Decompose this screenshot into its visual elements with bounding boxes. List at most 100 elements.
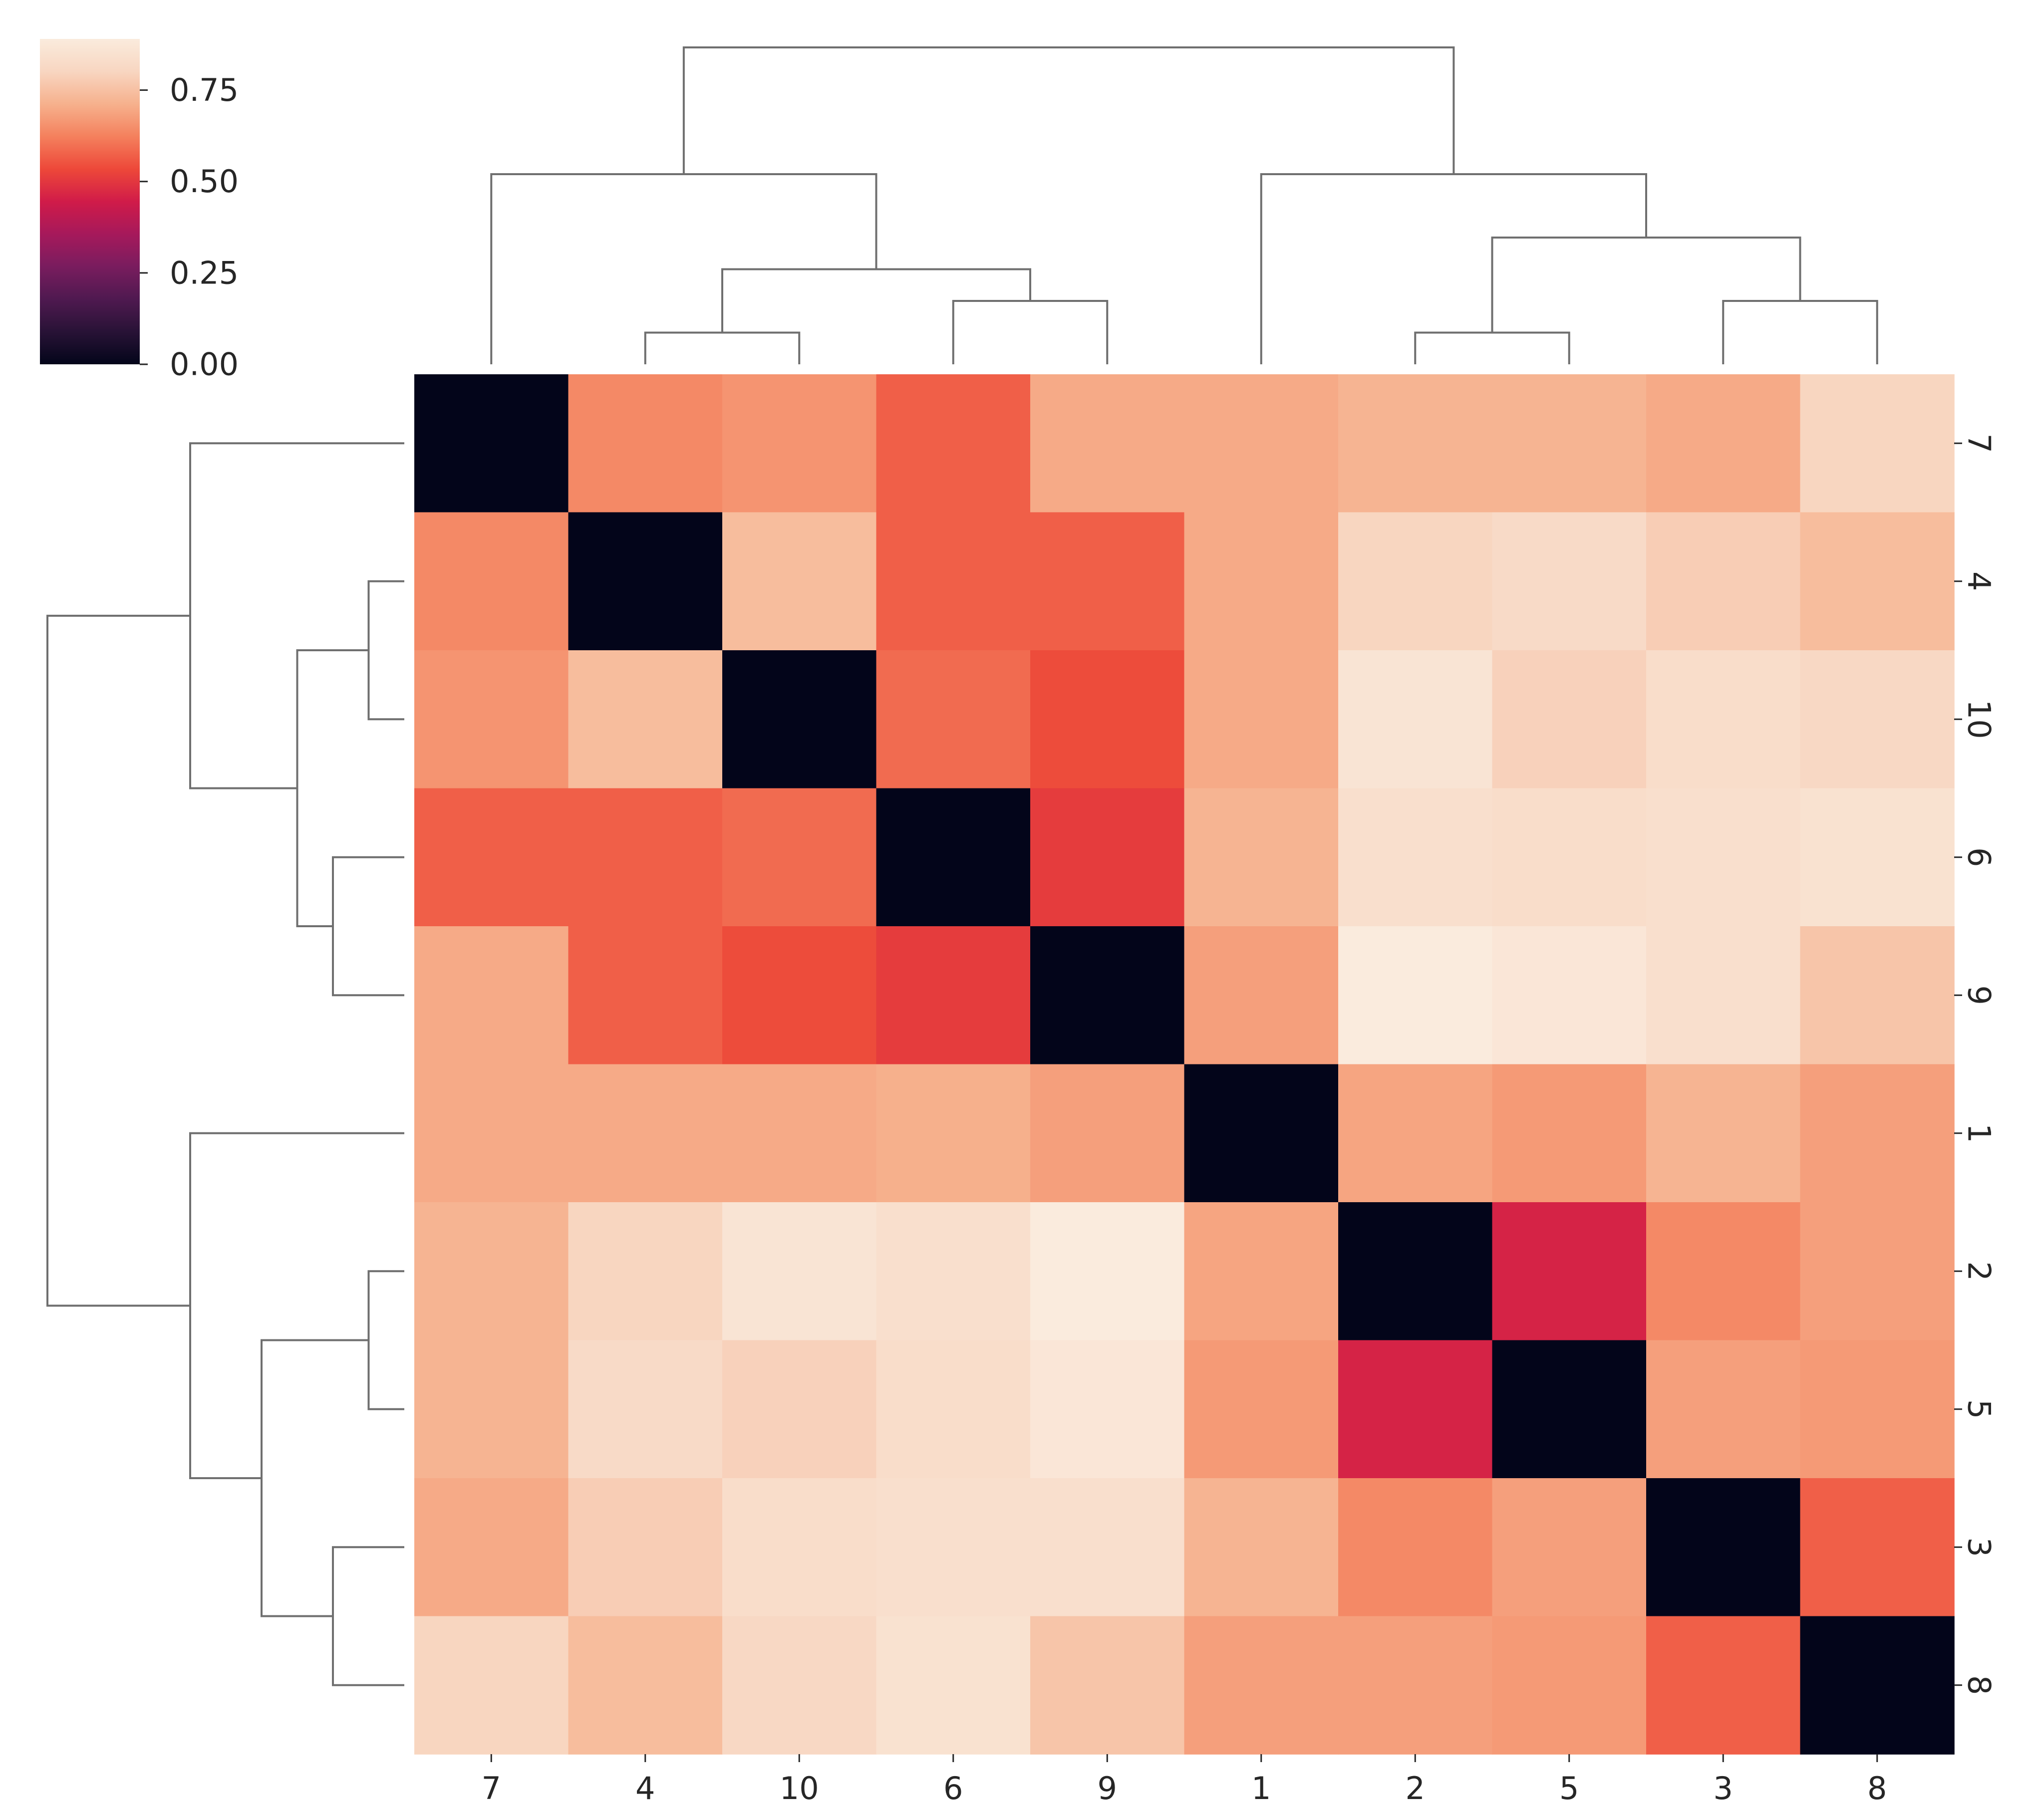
heatmap-cell bbox=[876, 1340, 1031, 1479]
heatmap-cell bbox=[1338, 1478, 1493, 1617]
heatmap-cell bbox=[1492, 926, 1647, 1065]
heatmap-cell bbox=[1338, 926, 1493, 1065]
heatmap-cell bbox=[1184, 374, 1339, 513]
heatmap-cell bbox=[876, 926, 1031, 1065]
heatmap-cell bbox=[1800, 1064, 1955, 1203]
heatmap-cell bbox=[1492, 1064, 1647, 1203]
heatmap-cell bbox=[1184, 1616, 1339, 1755]
heatmap-cell bbox=[876, 374, 1031, 513]
y-tick-label: 2 bbox=[1961, 1262, 1998, 1281]
heatmap-cell bbox=[1492, 1202, 1647, 1341]
heatmap-cell bbox=[1646, 788, 1801, 927]
y-tick-label: 10 bbox=[1961, 700, 1998, 739]
heatmap-cell bbox=[722, 650, 877, 789]
heatmap-cell bbox=[1184, 1202, 1339, 1341]
heatmap-cell bbox=[722, 1064, 877, 1203]
y-tick-label: 6 bbox=[1961, 847, 1998, 867]
heatmap-cell bbox=[1030, 788, 1185, 927]
heatmap-cell bbox=[1646, 512, 1801, 651]
heatmap-cell bbox=[1338, 374, 1493, 513]
row-dendrogram-link bbox=[332, 1546, 404, 1686]
y-tick-label: 4 bbox=[1961, 571, 1998, 591]
row-dendrogram-link bbox=[332, 856, 404, 997]
heatmap-cell bbox=[1030, 926, 1185, 1065]
row-dendrogram bbox=[46, 442, 404, 1686]
heatmap-cell bbox=[414, 788, 569, 927]
column-dendrogram-link bbox=[682, 46, 1455, 174]
heatmap-cell bbox=[1030, 512, 1185, 651]
heatmap-cell bbox=[1030, 1340, 1185, 1479]
heatmap-cell bbox=[876, 1064, 1031, 1203]
row-dendrogram-link bbox=[367, 1270, 404, 1410]
heatmap-cell bbox=[1030, 1478, 1185, 1617]
colorbar-body bbox=[40, 39, 140, 364]
colorbar: 0.00 0.25 0.50 0.75 bbox=[40, 39, 239, 383]
heatmap-cell bbox=[1030, 1616, 1185, 1755]
heatmap-cell bbox=[1184, 1340, 1339, 1479]
heatmap-cell bbox=[1800, 1202, 1955, 1341]
heatmap-cells bbox=[414, 374, 1955, 1755]
heatmap-cell bbox=[568, 1616, 723, 1755]
heatmap-cell bbox=[722, 512, 877, 651]
heatmap-cell bbox=[722, 1340, 877, 1479]
heatmap-cell bbox=[1184, 926, 1339, 1065]
x-tick-label: 2 bbox=[1406, 1770, 1425, 1807]
heatmap-cell bbox=[1646, 374, 1801, 513]
heatmap-cell bbox=[414, 1064, 569, 1203]
colorbar-tick-label: 0.25 bbox=[170, 255, 239, 291]
heatmap-cell bbox=[1800, 1616, 1955, 1755]
heatmap-cell bbox=[1338, 1340, 1493, 1479]
column-dendrogram-link bbox=[1414, 331, 1570, 364]
column-dendrogram-link bbox=[644, 331, 801, 364]
heatmap-cell bbox=[1646, 1478, 1801, 1617]
heatmap-cell bbox=[1800, 650, 1955, 789]
column-dendrogram-link bbox=[1491, 237, 1801, 333]
heatmap-cell bbox=[1492, 1340, 1647, 1479]
heatmap-cell bbox=[1492, 1616, 1647, 1755]
row-dendrogram-link bbox=[367, 580, 404, 721]
heatmap-cell bbox=[1338, 512, 1493, 651]
heatmap-cell bbox=[1646, 650, 1801, 789]
heatmap-cell bbox=[876, 650, 1031, 789]
heatmap-cell bbox=[1646, 1064, 1801, 1203]
y-tick-label: 3 bbox=[1961, 1538, 1998, 1557]
heatmap-cell bbox=[568, 1478, 723, 1617]
heatmap-cell bbox=[414, 650, 569, 789]
heatmap-cell bbox=[1492, 512, 1647, 651]
heatmap-cell bbox=[1338, 1616, 1493, 1755]
column-dendrogram-link bbox=[952, 300, 1109, 364]
heatmap-cell bbox=[876, 1202, 1031, 1341]
y-tick-label: 7 bbox=[1961, 434, 1998, 453]
heatmap-cell bbox=[1800, 926, 1955, 1065]
x-tick-label: 6 bbox=[943, 1770, 963, 1807]
heatmap-cell bbox=[1646, 1340, 1801, 1479]
y-tick-label: 1 bbox=[1961, 1123, 1998, 1143]
heatmap-cell bbox=[876, 788, 1031, 927]
x-tick-label: 9 bbox=[1098, 1770, 1117, 1807]
heatmap-cell bbox=[1338, 788, 1493, 927]
heatmap-cell bbox=[568, 926, 723, 1065]
column-dendrogram-link bbox=[1722, 300, 1878, 364]
x-tick-label: 4 bbox=[635, 1770, 655, 1807]
y-tick-label: 8 bbox=[1961, 1675, 1998, 1695]
heatmap-cell bbox=[1646, 1616, 1801, 1755]
heatmap-cell bbox=[722, 1202, 877, 1341]
heatmap-cell bbox=[1030, 1064, 1185, 1203]
colorbar-tick-label: 0.50 bbox=[170, 163, 239, 200]
row-dendrogram-link bbox=[189, 1132, 404, 1479]
heatmap-cell bbox=[1338, 1064, 1493, 1203]
heatmap-cell bbox=[722, 1616, 877, 1755]
heatmap-cell bbox=[414, 1616, 569, 1755]
heatmap-cell bbox=[1646, 926, 1801, 1065]
heatmap-cell bbox=[414, 1202, 569, 1341]
x-axis-ticks: 7 4 10 6 9 1 2 5 3 8 bbox=[482, 1754, 1887, 1807]
heatmap-cell bbox=[722, 926, 877, 1065]
heatmap-cell bbox=[1492, 788, 1647, 927]
heatmap-cell bbox=[722, 788, 877, 927]
heatmap-cell bbox=[568, 1202, 723, 1341]
heatmap-cell bbox=[414, 1478, 569, 1617]
heatmap-cell bbox=[1030, 1202, 1185, 1341]
heatmap-cell bbox=[876, 512, 1031, 651]
heatmap-cell bbox=[722, 374, 877, 513]
